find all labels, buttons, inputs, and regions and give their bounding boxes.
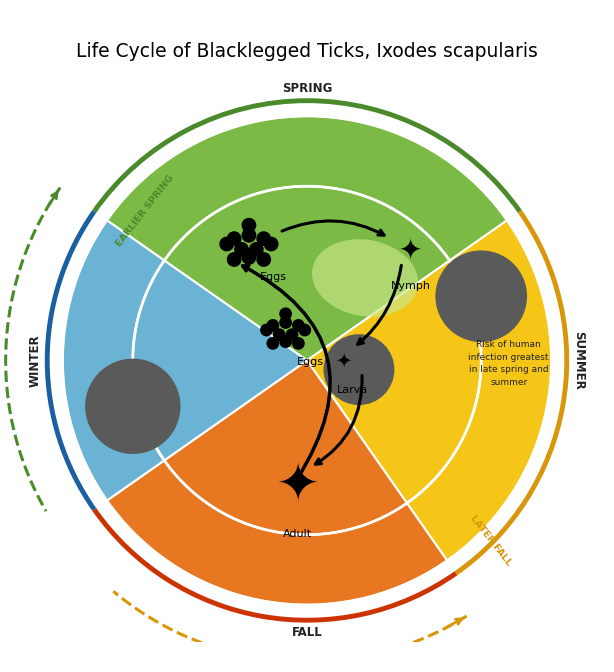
Circle shape [324,334,394,405]
Circle shape [227,231,241,246]
Wedge shape [407,220,551,560]
Circle shape [279,335,292,348]
Wedge shape [165,186,449,360]
Circle shape [264,237,279,251]
Text: ✦: ✦ [399,237,422,264]
Text: FALL: FALL [292,626,322,639]
Wedge shape [107,460,447,605]
Circle shape [266,319,279,332]
Text: Eggs: Eggs [297,358,324,368]
Circle shape [227,252,241,267]
Circle shape [292,319,305,332]
Circle shape [219,237,234,251]
Text: ✦: ✦ [335,351,352,370]
Text: SPRING: SPRING [282,81,332,95]
Text: Life Cycle of Blacklegged Ticks, Ixodes scapularis: Life Cycle of Blacklegged Ticks, Ixodes … [76,42,538,61]
Circle shape [256,231,271,246]
Text: Larva: Larva [337,385,368,395]
Circle shape [256,252,271,267]
Wedge shape [165,360,407,535]
Circle shape [241,218,256,233]
Ellipse shape [312,239,418,317]
Circle shape [292,337,305,350]
Circle shape [286,329,298,341]
Text: LATER FALL: LATER FALL [468,514,513,568]
Circle shape [279,307,292,320]
Wedge shape [63,220,165,501]
Circle shape [234,242,249,257]
Wedge shape [107,116,507,261]
Text: WINTER: WINTER [28,334,42,387]
Circle shape [249,242,264,257]
Text: Nymph: Nymph [391,281,431,291]
Text: EARLIER SPRING: EARLIER SPRING [114,173,176,248]
Text: Eggs: Eggs [260,271,287,282]
Circle shape [266,337,279,350]
Circle shape [260,324,273,337]
Wedge shape [133,261,307,460]
Text: SUMMER: SUMMER [572,331,586,390]
Circle shape [241,250,256,265]
Circle shape [241,228,256,243]
Circle shape [279,316,292,329]
Text: Adult: Adult [283,529,313,538]
Circle shape [273,329,286,341]
Circle shape [435,251,527,342]
Wedge shape [307,261,481,503]
Circle shape [298,324,311,337]
Text: ✦: ✦ [276,460,320,512]
Circle shape [85,359,181,454]
Text: Risk of human
infection greatest
in late spring and
summer: Risk of human infection greatest in late… [468,340,549,387]
